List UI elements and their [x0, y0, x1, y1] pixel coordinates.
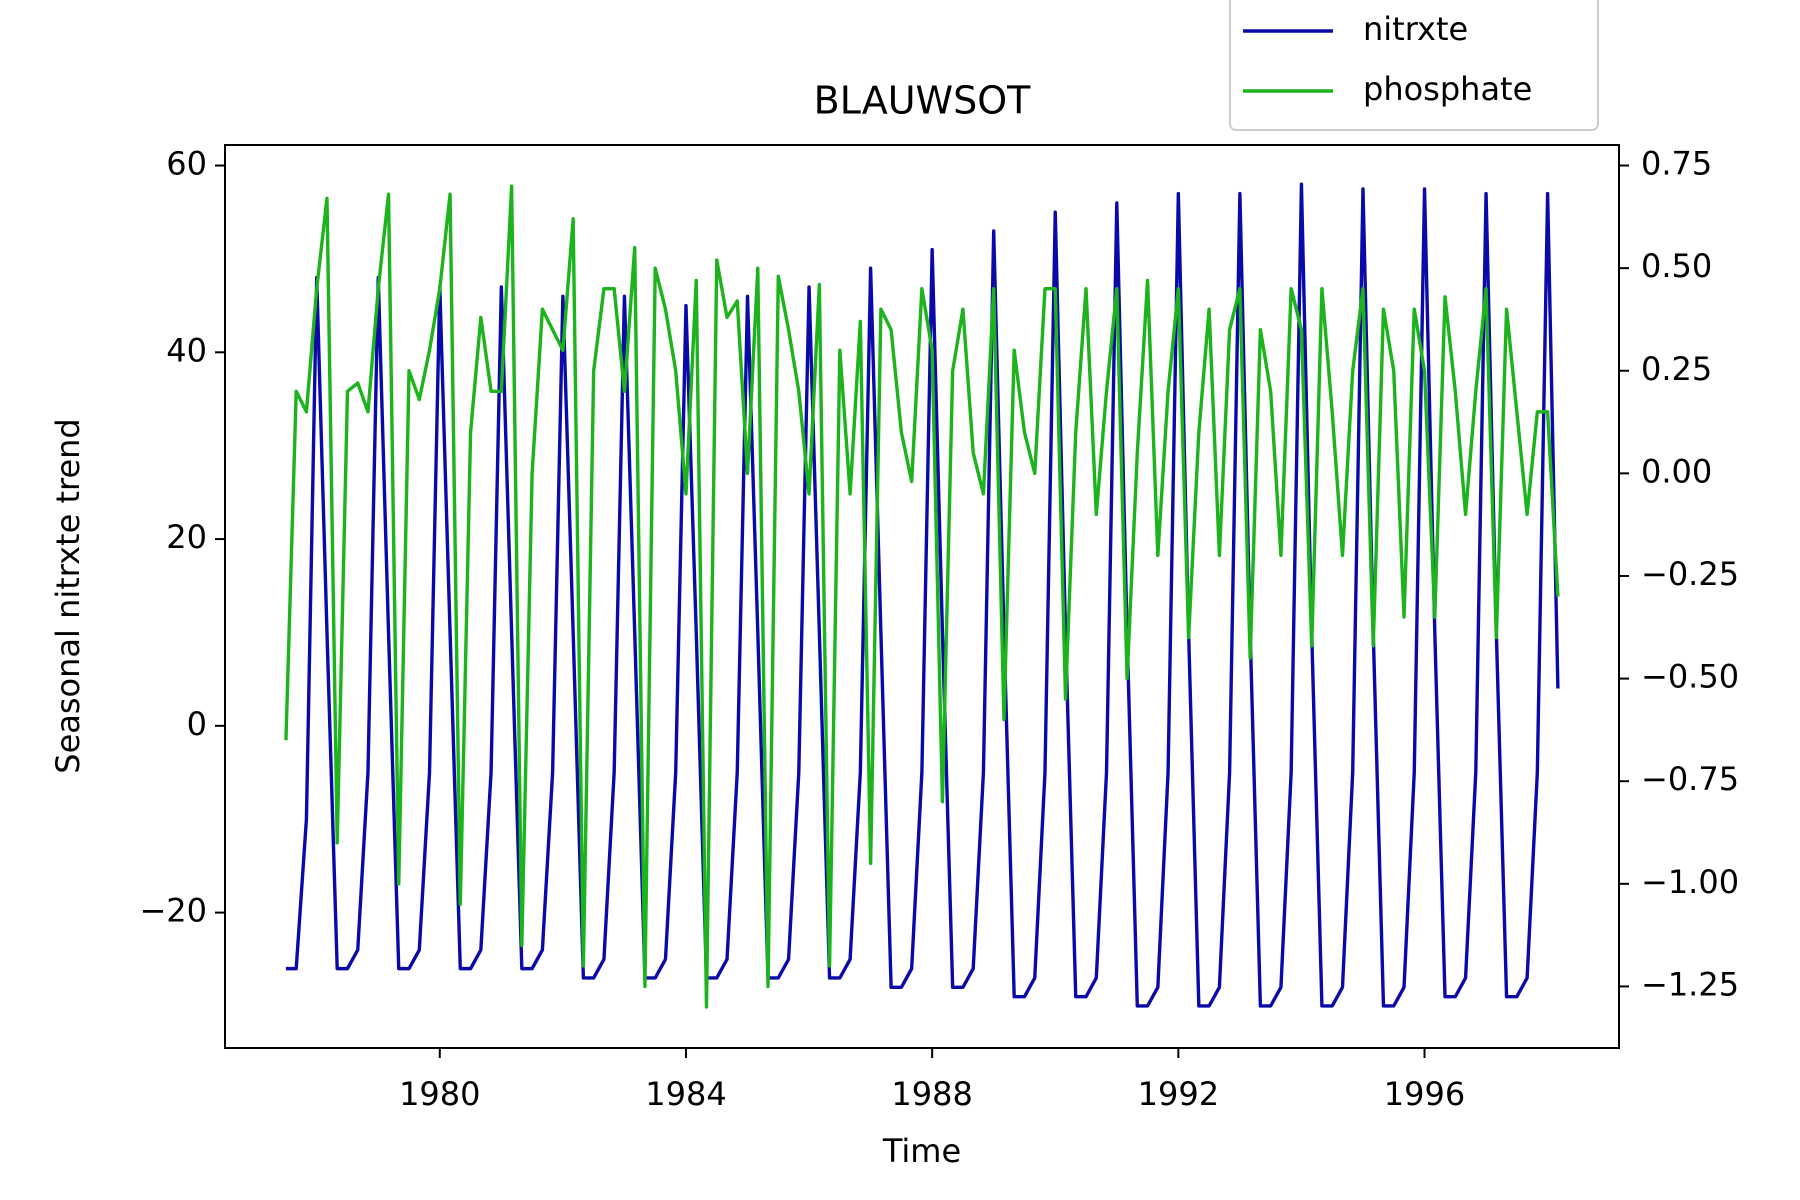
- y2-tick-label: −0.25: [1641, 555, 1739, 593]
- x-tick-label: 1996: [1384, 1075, 1465, 1113]
- y-axis-label: Seasonal nitrxte trend: [49, 418, 87, 773]
- y-tick-label: 20: [166, 518, 207, 556]
- y2-tick-label: 0.25: [1641, 350, 1712, 388]
- y-tick-label: 40: [166, 331, 207, 369]
- x-tick-label: 1992: [1138, 1075, 1219, 1113]
- series-line: [284, 184, 1560, 1009]
- x-tick-label: 1988: [891, 1075, 972, 1113]
- y2-tick-label: 0.75: [1641, 145, 1712, 183]
- y2-tick-label: −0.50: [1641, 658, 1739, 696]
- series-line: [285, 182, 1560, 1008]
- y-tick-label: 60: [166, 145, 207, 183]
- x-tick-label: 1980: [399, 1075, 480, 1113]
- plot-frame: [224, 144, 1620, 1049]
- y2-tick-label: 0.00: [1641, 452, 1712, 490]
- legend-label: phosphate: [1363, 70, 1532, 108]
- y-tick-label: −20: [139, 892, 207, 930]
- y-tick-label: 0: [187, 705, 207, 743]
- x-axis-label: Time: [882, 1132, 961, 1170]
- y2-tick-label: −1.00: [1641, 863, 1739, 901]
- legend-label: nitrxte: [1363, 10, 1468, 48]
- chart-title: BLAUWSOT: [814, 79, 1032, 123]
- y2-tick-label: −1.25: [1641, 965, 1739, 1003]
- y2-tick-label: 0.50: [1641, 247, 1712, 285]
- x-tick-label: 1984: [645, 1075, 726, 1113]
- y2-tick-label: −0.75: [1641, 760, 1739, 798]
